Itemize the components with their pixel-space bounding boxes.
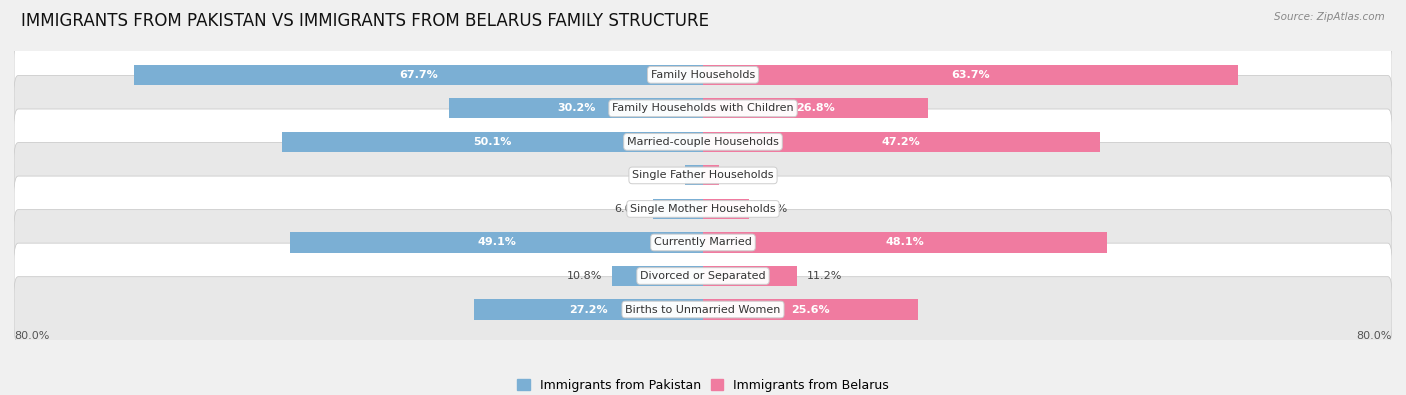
Text: 30.2%: 30.2% bbox=[557, 103, 595, 113]
Text: Divorced or Separated: Divorced or Separated bbox=[640, 271, 766, 281]
Text: 26.8%: 26.8% bbox=[796, 103, 835, 113]
Bar bbox=[450, 98, 703, 118]
Text: 49.1%: 49.1% bbox=[477, 237, 516, 247]
Text: Currently Married: Currently Married bbox=[654, 237, 752, 247]
Text: 2.1%: 2.1% bbox=[647, 170, 675, 181]
Text: 63.7%: 63.7% bbox=[952, 70, 990, 80]
FancyBboxPatch shape bbox=[14, 243, 1392, 309]
FancyBboxPatch shape bbox=[14, 42, 1392, 108]
Bar bbox=[703, 166, 718, 186]
Text: Married-couple Households: Married-couple Households bbox=[627, 137, 779, 147]
Bar bbox=[703, 299, 918, 320]
Text: 27.2%: 27.2% bbox=[569, 305, 607, 314]
Text: 80.0%: 80.0% bbox=[14, 331, 49, 340]
Text: 67.7%: 67.7% bbox=[399, 70, 439, 80]
Bar bbox=[612, 266, 703, 286]
Bar bbox=[703, 98, 928, 118]
Text: 11.2%: 11.2% bbox=[807, 271, 842, 281]
Text: Source: ZipAtlas.com: Source: ZipAtlas.com bbox=[1274, 12, 1385, 22]
Bar bbox=[703, 266, 797, 286]
FancyBboxPatch shape bbox=[14, 176, 1392, 242]
FancyBboxPatch shape bbox=[14, 109, 1392, 175]
FancyBboxPatch shape bbox=[14, 210, 1392, 275]
Bar bbox=[134, 65, 703, 85]
Text: 5.5%: 5.5% bbox=[759, 204, 787, 214]
Text: 6.0%: 6.0% bbox=[614, 204, 643, 214]
Bar bbox=[474, 299, 703, 320]
Text: 1.9%: 1.9% bbox=[730, 170, 758, 181]
Bar bbox=[703, 232, 1107, 252]
Bar bbox=[703, 199, 749, 219]
Text: 50.1%: 50.1% bbox=[474, 137, 512, 147]
Bar bbox=[703, 132, 1099, 152]
Text: 48.1%: 48.1% bbox=[886, 237, 924, 247]
Text: IMMIGRANTS FROM PAKISTAN VS IMMIGRANTS FROM BELARUS FAMILY STRUCTURE: IMMIGRANTS FROM PAKISTAN VS IMMIGRANTS F… bbox=[21, 12, 709, 30]
Text: Family Households with Children: Family Households with Children bbox=[612, 103, 794, 113]
Bar bbox=[283, 132, 703, 152]
Bar bbox=[685, 166, 703, 186]
Text: 80.0%: 80.0% bbox=[1357, 331, 1392, 340]
FancyBboxPatch shape bbox=[14, 143, 1392, 208]
Bar bbox=[291, 232, 703, 252]
Text: Births to Unmarried Women: Births to Unmarried Women bbox=[626, 305, 780, 314]
Bar bbox=[652, 199, 703, 219]
Text: Family Households: Family Households bbox=[651, 70, 755, 80]
Legend: Immigrants from Pakistan, Immigrants from Belarus: Immigrants from Pakistan, Immigrants fro… bbox=[512, 374, 894, 395]
Text: 47.2%: 47.2% bbox=[882, 137, 921, 147]
Text: Single Mother Households: Single Mother Households bbox=[630, 204, 776, 214]
Bar bbox=[703, 65, 1239, 85]
Text: 25.6%: 25.6% bbox=[792, 305, 830, 314]
FancyBboxPatch shape bbox=[14, 276, 1392, 342]
FancyBboxPatch shape bbox=[14, 75, 1392, 141]
Text: Single Father Households: Single Father Households bbox=[633, 170, 773, 181]
Text: 10.8%: 10.8% bbox=[567, 271, 602, 281]
